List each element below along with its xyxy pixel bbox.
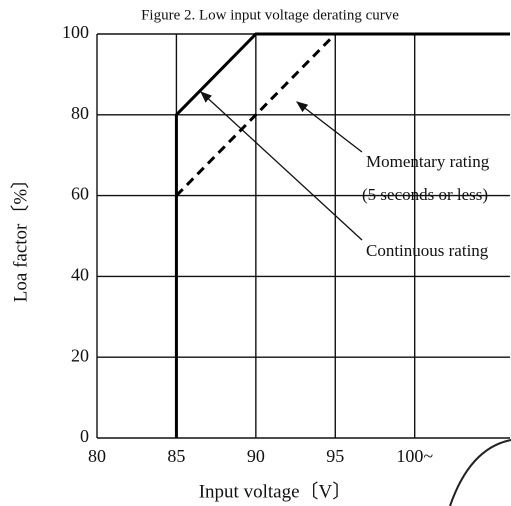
y-tick-label: 100 (62, 22, 89, 42)
y-axis-label: Loa factor〔%〕 (9, 170, 31, 302)
stamp (449, 439, 511, 506)
annotation-arrow (296, 101, 363, 153)
line-series (175, 32, 337, 197)
y-tick-label: 0 (80, 426, 89, 446)
y-tick-label: 20 (71, 345, 89, 365)
y-tick-label: 60 (71, 184, 89, 204)
x-tick-label: 95 (326, 446, 344, 466)
annotation: (5 seconds or less) (362, 185, 488, 204)
chart-title: Figure 2. Low input voltage derating cur… (141, 7, 399, 23)
x-axis-label: Input voltage〔V〕 (199, 480, 352, 502)
x-tick-label: 80 (88, 446, 106, 466)
x-tick-label: 100~ (396, 446, 433, 466)
x-tick-label: 85 (167, 446, 185, 466)
x-tick-label: 90 (247, 446, 265, 466)
y-tick-label: 40 (71, 265, 89, 285)
annotation: Momentary rating (366, 152, 490, 171)
y-tick-label: 80 (71, 103, 89, 123)
line-series (174, 32, 510, 438)
annotation: Continuous rating (366, 241, 489, 260)
